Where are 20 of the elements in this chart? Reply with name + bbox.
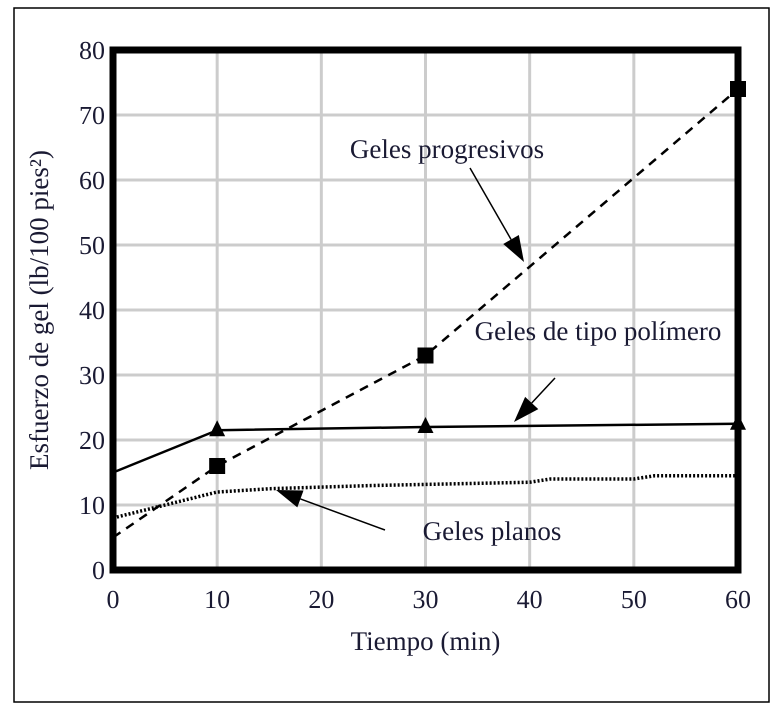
annotation: Geles de tipo polímero (474, 316, 722, 346)
annotation: Geles planos (422, 516, 562, 546)
y-tick-label: 10 (79, 491, 105, 520)
y-tick-label: 20 (79, 426, 105, 455)
y-tick-label: 50 (79, 231, 105, 260)
x-axis-title: Tiempo (min) (350, 626, 500, 656)
annotation: Geles progresivos (350, 134, 544, 164)
x-tick-label: 50 (620, 585, 647, 614)
y-tick-label: 60 (79, 166, 105, 195)
y-tick-label: 30 (79, 361, 105, 390)
y-tick-label: 70 (79, 101, 105, 130)
x-tick-label: 40 (516, 585, 543, 614)
x-tick-label: 20 (308, 585, 334, 614)
y-axis-title: Esfuerzo de gel (lb/100 pies²) (24, 150, 54, 470)
y-tick-label: 80 (79, 36, 105, 65)
x-tick-label: 10 (204, 585, 230, 614)
y-tick-label: 40 (79, 296, 105, 325)
x-tick-label: 60 (725, 585, 751, 614)
x-tick-label: 30 (412, 585, 438, 614)
y-tick-label: 0 (92, 556, 105, 585)
